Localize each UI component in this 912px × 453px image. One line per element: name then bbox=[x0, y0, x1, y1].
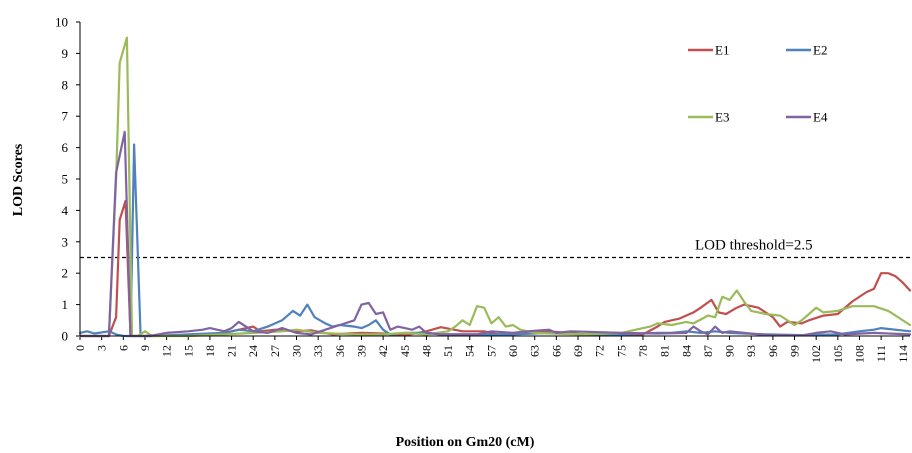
legend-label-e4: E4 bbox=[813, 110, 828, 125]
x-tick-label: 30 bbox=[290, 345, 304, 357]
y-tick-label: 3 bbox=[62, 234, 69, 249]
x-tick-label: 105 bbox=[831, 345, 845, 363]
x-tick-label: 33 bbox=[311, 345, 325, 357]
x-tick-label: 24 bbox=[246, 345, 260, 357]
x-tick-label: 114 bbox=[896, 345, 910, 363]
y-tick-label: 9 bbox=[62, 46, 69, 61]
x-tick-label: 6 bbox=[116, 345, 130, 351]
x-tick-label: 12 bbox=[160, 345, 174, 357]
x-tick-label: 90 bbox=[723, 345, 737, 357]
y-tick-label: 0 bbox=[62, 329, 69, 344]
y-tick-label: 4 bbox=[62, 203, 69, 218]
x-tick-label: 75 bbox=[614, 345, 628, 357]
legend-label-e2: E2 bbox=[813, 43, 827, 58]
x-tick-label: 60 bbox=[506, 345, 520, 357]
x-tick-label: 66 bbox=[549, 345, 563, 357]
y-tick-label: 6 bbox=[62, 140, 69, 155]
x-tick-label: 78 bbox=[636, 345, 650, 357]
x-tick-label: 93 bbox=[744, 345, 758, 357]
y-axis-ticks: 0 1 2 3 4 5 6 7 8 9 10 bbox=[55, 15, 80, 344]
series-line-e4 bbox=[78, 130, 912, 338]
x-tick-label: 51 bbox=[441, 345, 455, 357]
legend-label-e3: E3 bbox=[715, 110, 729, 125]
x-tick-label: 39 bbox=[354, 345, 368, 357]
x-tick-label: 108 bbox=[852, 345, 866, 363]
y-tick-label: 10 bbox=[55, 15, 68, 30]
series-line-e1 bbox=[78, 199, 912, 338]
x-tick-label: 21 bbox=[225, 345, 239, 357]
series-line-e3 bbox=[78, 36, 912, 338]
lod-threshold-label: LOD threshold=2.5 bbox=[695, 238, 813, 254]
x-tick-label: 42 bbox=[376, 345, 390, 357]
x-tick-label: 15 bbox=[181, 345, 195, 357]
y-tick-label: 1 bbox=[62, 297, 69, 312]
x-tick-label: 87 bbox=[701, 345, 715, 357]
x-tick-label: 54 bbox=[463, 345, 477, 357]
x-axis-ticks: 0 3 6 9 12 15 18 21 24 27 30 33 36 39 42 45 48 51 54 57 60 63… bbox=[73, 336, 910, 363]
x-tick-label: 102 bbox=[809, 345, 823, 363]
x-tick-label: 45 bbox=[398, 345, 412, 357]
x-tick-label: 81 bbox=[658, 345, 672, 357]
x-axis-title: Position on Gm20 (cM) bbox=[396, 435, 535, 450]
x-tick-label: 3 bbox=[95, 345, 109, 351]
x-tick-label: 0 bbox=[73, 345, 87, 351]
x-tick-label: 72 bbox=[593, 345, 607, 357]
x-tick-label: 27 bbox=[268, 345, 282, 357]
legend-label-e1: E1 bbox=[715, 43, 729, 58]
x-tick-label: 69 bbox=[571, 345, 585, 357]
x-tick-label: 99 bbox=[788, 345, 802, 357]
x-tick-label: 63 bbox=[528, 345, 542, 357]
x-tick-label: 36 bbox=[333, 345, 347, 357]
x-tick-label: 9 bbox=[138, 345, 152, 351]
x-tick-label: 96 bbox=[766, 345, 780, 357]
y-tick-label: 5 bbox=[62, 172, 69, 187]
x-tick-label: 111 bbox=[874, 345, 888, 362]
x-tick-label: 84 bbox=[679, 345, 693, 357]
x-tick-label: 57 bbox=[484, 345, 498, 357]
x-tick-label: 18 bbox=[203, 345, 217, 357]
x-tick-label: 48 bbox=[419, 345, 433, 357]
y-axis-title: LOD Scores bbox=[11, 143, 26, 216]
y-tick-label: 7 bbox=[62, 109, 69, 124]
legend: E1 E2 E3 E4 bbox=[688, 43, 828, 125]
y-tick-label: 8 bbox=[62, 77, 69, 92]
series-lines bbox=[78, 36, 912, 338]
y-tick-label: 2 bbox=[62, 266, 69, 281]
